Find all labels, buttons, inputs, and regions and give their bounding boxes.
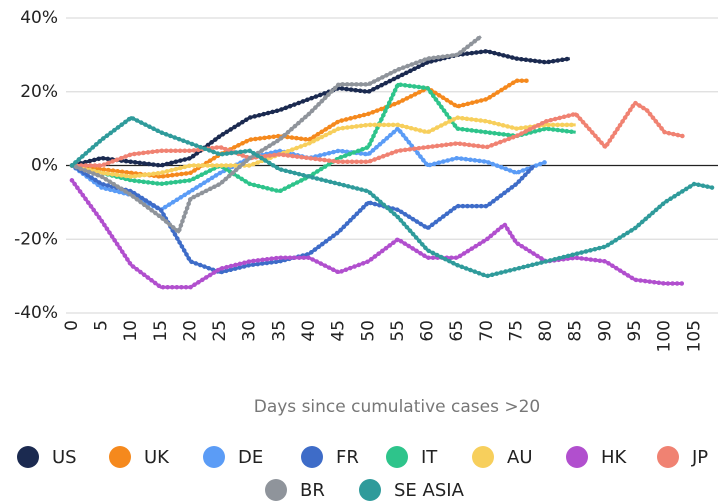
- series-line-core: [70, 179, 683, 289]
- x-tick-label: 85: [566, 320, 586, 342]
- x-tick-label: 90: [595, 320, 615, 342]
- series-line-core: [70, 116, 713, 278]
- x-tick-label: 10: [121, 320, 141, 342]
- y-tick-label: -40%: [14, 303, 58, 323]
- x-tick-label: 30: [240, 320, 260, 342]
- x-tick-label: 25: [210, 320, 230, 342]
- series-line-core: [71, 35, 482, 234]
- x-tick-label: 65: [447, 320, 467, 342]
- legend-label: HK: [601, 447, 628, 468]
- legend-label: SE ASIA: [394, 480, 465, 501]
- y-tick-label: 20%: [20, 82, 58, 102]
- x-tick-label: 45: [329, 320, 349, 342]
- x-tick-label: 60: [418, 320, 438, 342]
- series-line-core: [71, 49, 571, 167]
- legend-marker: [109, 446, 131, 468]
- legend-marker: [657, 446, 679, 468]
- legend-label: UK: [144, 447, 170, 468]
- y-tick-label: 0%: [31, 156, 58, 176]
- series-line-core: [71, 82, 576, 193]
- x-tick-label: 15: [151, 320, 171, 342]
- legend-label: FR: [336, 447, 359, 468]
- x-tick-label: 5: [92, 320, 112, 331]
- legend-marker: [265, 479, 287, 501]
- legend-marker: [17, 446, 39, 468]
- legend-marker: [359, 479, 381, 501]
- legend-label: BR: [300, 480, 325, 501]
- legend-label: JP: [691, 447, 708, 468]
- y-tick-label: 40%: [20, 8, 58, 28]
- legend-label: US: [52, 447, 77, 468]
- x-tick-label: 55: [388, 320, 408, 342]
- x-tick-label: 95: [625, 320, 645, 342]
- legend-marker: [301, 446, 323, 468]
- series-line: [69, 48, 573, 168]
- series-line: [69, 178, 685, 290]
- series-line: [69, 115, 715, 279]
- y-tick-label: -20%: [14, 229, 58, 249]
- legend-marker: [566, 446, 588, 468]
- legend-label: DE: [238, 447, 263, 468]
- x-axis-title: Days since cumulative cases >20: [254, 397, 541, 417]
- legend-marker: [386, 446, 408, 468]
- x-tick-label: 35: [269, 320, 289, 342]
- x-tick-label: 40: [299, 320, 319, 342]
- series-line-core: [71, 116, 576, 179]
- legend-label: AU: [507, 447, 533, 468]
- series-line-core: [71, 164, 536, 274]
- x-tick-label: 100: [655, 320, 675, 352]
- x-tick-label: 70: [477, 320, 497, 342]
- x-tick-label: 80: [536, 320, 556, 342]
- legend-marker: [472, 446, 494, 468]
- x-tick-label: 50: [358, 320, 378, 342]
- x-tick-label: 20: [180, 320, 200, 342]
- x-tick-label: 105: [684, 320, 704, 352]
- legend-marker: [203, 446, 225, 468]
- x-tick-label: 0: [62, 320, 82, 331]
- series-line-core: [71, 101, 683, 167]
- x-tick-label: 75: [506, 320, 526, 342]
- legend-label: IT: [421, 447, 438, 468]
